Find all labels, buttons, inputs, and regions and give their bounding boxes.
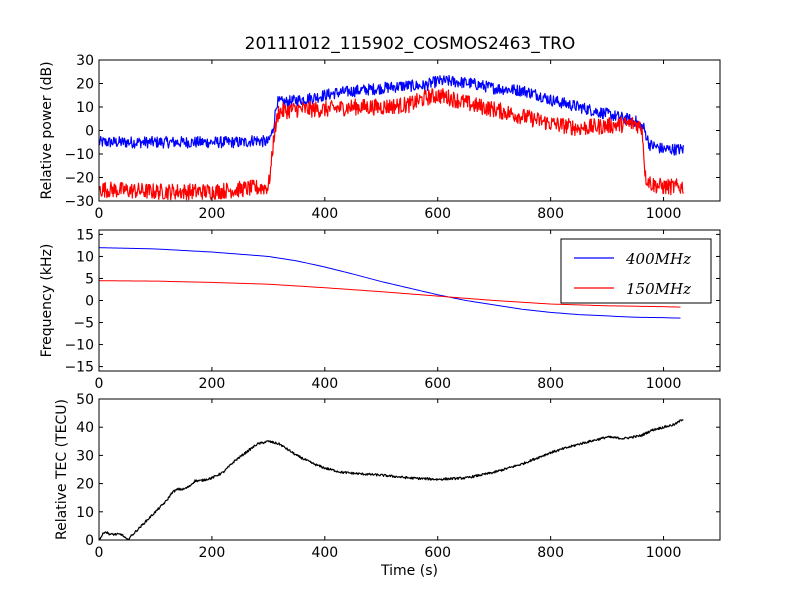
y-tick-label: 50 — [76, 392, 94, 408]
y-tick-label: 20 — [76, 477, 94, 493]
y-tick-label: −5 — [73, 316, 94, 332]
x-tick-label: 600 — [424, 545, 451, 561]
legend: 400MHz 150MHz — [560, 238, 712, 304]
y-tick-label: 40 — [76, 420, 94, 436]
subplots: 0 200 400 600 800 1000−30−20−100102030Relativ… — [39, 53, 721, 579]
x-tick-label: 400 — [311, 206, 338, 222]
x-tick-label: 200 — [199, 206, 226, 222]
y-tick-label: 15 — [76, 227, 94, 243]
x-tick-label: 0 — [95, 376, 104, 392]
plot-frame — [98, 398, 721, 541]
legend-label-400mhz: 400MHz — [625, 250, 691, 268]
x-tick-label: 600 — [424, 206, 451, 222]
series-line-1 — [99, 419, 684, 540]
y-tick-label: 10 — [76, 505, 94, 521]
y-axis-label: Frequency (kHz) — [39, 244, 55, 358]
x-tick-label: 0 — [95, 545, 104, 561]
x-tick-label: 200 — [199, 545, 226, 561]
y-axis-label: Relative TEC (TECU) — [54, 399, 70, 540]
series-line-150mhz — [99, 280, 681, 308]
x-tick-label: 1000 — [646, 206, 682, 222]
y-tick-label: 0 — [85, 294, 94, 310]
series-line-2 — [99, 88, 684, 201]
series-line-1 — [99, 74, 684, 156]
x-tick-label: 200 — [199, 376, 226, 392]
y-tick-label: 10 — [76, 249, 94, 265]
series-group — [99, 247, 681, 319]
y-tick-label: −20 — [64, 171, 94, 187]
y-tick-label: 0 — [85, 124, 94, 140]
y-tick-label: −30 — [64, 194, 94, 210]
y-tick-label: 5 — [85, 271, 94, 287]
x-tick-label: 800 — [537, 376, 564, 392]
subplot-3: 0 200 400 600 800 1000 0 10 20 30 40 50 Relative TEC… — [54, 392, 721, 579]
y-tick-label: −15 — [64, 360, 94, 376]
legend-box — [560, 238, 712, 304]
x-tick-label: 1000 — [646, 376, 682, 392]
x-tick-label: 400 — [311, 376, 338, 392]
x-tick-label: 1000 — [646, 545, 682, 561]
x-tick-label: 800 — [537, 545, 564, 561]
x-tick-label: 400 — [311, 545, 338, 561]
series-group — [99, 74, 684, 201]
series-line-400mhz — [99, 247, 681, 319]
y-axis-label: Relative power (dB) — [39, 61, 55, 199]
chart-title: 20111012_115902_COSMOS2463_TRO — [245, 34, 576, 54]
y-tick-label: 30 — [76, 448, 94, 464]
x-tick-label: 600 — [424, 376, 451, 392]
y-tick-label: 30 — [76, 53, 94, 69]
y-tick-label: −10 — [64, 338, 94, 354]
y-tick-label: 10 — [76, 100, 94, 116]
series-group — [99, 419, 684, 540]
y-tick-label: 0 — [85, 533, 94, 549]
x-axis-label: Time (s) — [380, 563, 438, 579]
legend-label-150mhz: 150MHz — [626, 280, 691, 298]
x-tick-label: 0 — [95, 206, 104, 222]
subplot-1: 0 200 400 600 800 1000 −30 −20 −10 0 10 20 30 Relativ… — [39, 53, 721, 222]
subplot-2: 0 200 400 600 800 1000 −15 −10 −5 0 5 10 15 Frequency… — [39, 227, 721, 392]
x-tick-label: 800 — [537, 206, 564, 222]
y-tick-label: −10 — [64, 147, 94, 163]
y-tick-label: 20 — [76, 77, 94, 93]
